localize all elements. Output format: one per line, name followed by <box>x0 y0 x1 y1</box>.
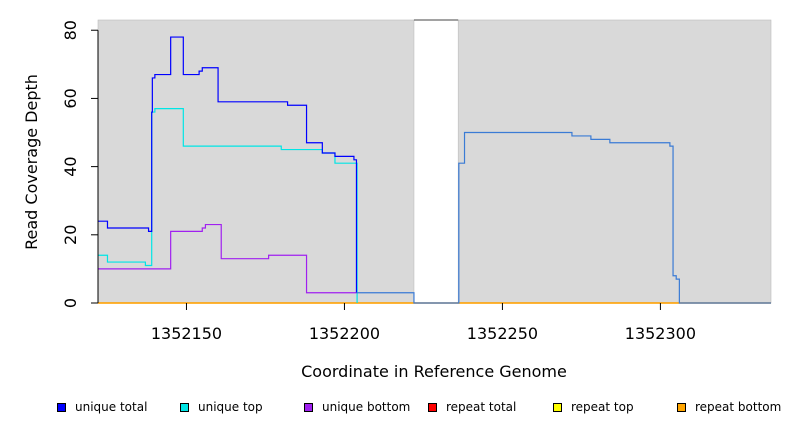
plot-background <box>97 19 772 304</box>
series-unique-bottom <box>98 223 358 294</box>
legend-swatch <box>180 402 189 412</box>
x-tick-label: 1352250 <box>467 324 538 343</box>
legend-label: repeat total <box>446 400 517 414</box>
y-tick-label: 80 <box>61 20 80 40</box>
legend-item-unique-top: unique top <box>180 400 263 414</box>
legend-swatch <box>428 402 437 412</box>
legend-item-repeat-bottom: repeat bottom <box>677 400 781 414</box>
shaded-region-0 <box>97 19 415 304</box>
axes-layer: 0 20 40 60 80 1352150 1352200 1352250 1352300 <box>61 20 696 343</box>
legend-label: repeat top <box>571 400 634 414</box>
series-unique-total <box>98 36 358 293</box>
x-tick-label: 1352150 <box>151 324 222 343</box>
legend-item-repeat-total: repeat total <box>428 400 516 414</box>
y-tick-label: 20 <box>61 225 80 245</box>
legend-item-unique-total: unique total <box>57 400 147 414</box>
x-tick-label: 1352200 <box>309 324 380 343</box>
legend-swatch <box>677 402 686 412</box>
y-tick-label: 40 <box>61 156 80 176</box>
legend-label: unique total <box>75 400 148 414</box>
shaded-region-1 <box>457 19 772 304</box>
legend-swatch <box>304 402 313 412</box>
x-tick-label: 1352300 <box>625 324 696 343</box>
legend: unique total unique top unique bottom repea… <box>0 400 792 420</box>
legend-swatch <box>57 402 66 412</box>
series-layer <box>98 36 771 304</box>
coverage-chart: 0 20 40 60 80 1352150 1352200 1352250 1352300 Co… <box>22 19 772 381</box>
y-axis-title: Read Coverage Depth <box>22 74 41 250</box>
legend-label: unique top <box>198 400 263 414</box>
legend-item-repeat-top: repeat top <box>553 400 634 414</box>
legend-item-unique-bottom: unique bottom <box>304 400 410 414</box>
legend-label: unique bottom <box>322 400 411 414</box>
series-gap-region <box>356 131 771 304</box>
x-axis-title: Coordinate in Reference Genome <box>301 362 567 381</box>
y-tick-label: 60 <box>61 88 80 108</box>
y-tick-label: 0 <box>61 298 80 308</box>
legend-swatch <box>553 402 562 412</box>
legend-label: repeat bottom <box>695 400 782 414</box>
series-unique-top <box>98 108 358 303</box>
